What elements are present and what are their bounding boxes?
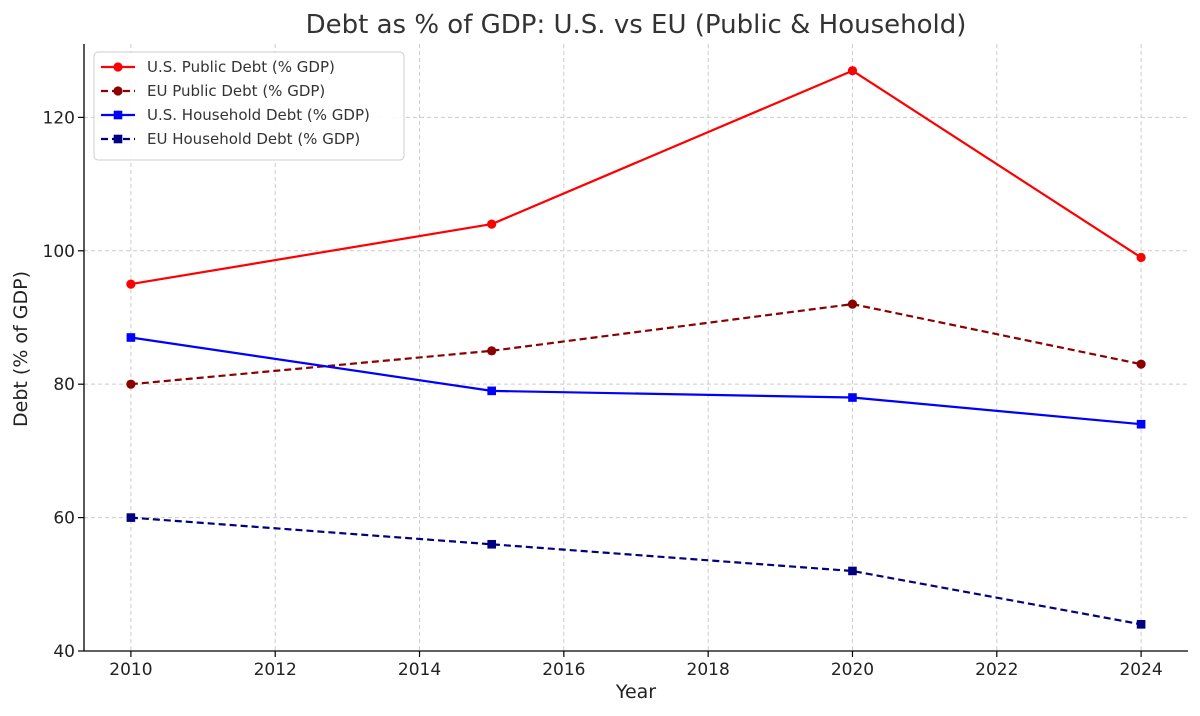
legend-entry-label: EU Public Debt (% GDP) [147, 82, 325, 100]
x-tick-label: 2014 [398, 660, 441, 680]
legend-box [93, 51, 405, 161]
series-line [130, 303, 1142, 386]
data-point-marker [487, 219, 497, 229]
series-4 [126, 513, 1146, 629]
y-axis-label: Debt (% of GDP) [10, 271, 32, 427]
y-tick-label: 100 [43, 242, 75, 262]
data-point-marker [487, 386, 496, 396]
data-point-marker [487, 346, 497, 356]
legend-swatch-marker [113, 134, 123, 144]
legend-swatch-marker [113, 62, 123, 72]
legend-entry-label: U.S. Household Debt (% GDP) [147, 106, 370, 124]
series-2 [126, 299, 1146, 389]
legend-swatch-marker [113, 110, 123, 120]
data-point-marker [487, 539, 496, 549]
data-point-marker [848, 566, 857, 576]
x-tick-label: 2022 [975, 660, 1018, 680]
chart-title: Debt as % of GDP: U.S. vs EU (Public & H… [306, 10, 967, 40]
x-tick-label: 2010 [109, 660, 152, 680]
data-point-marker [1136, 359, 1146, 369]
y-tick-label: 80 [53, 375, 75, 395]
legend-entry-label: U.S. Public Debt (% GDP) [147, 58, 335, 76]
x-tick-label: 2016 [542, 660, 585, 680]
legend: U.S. Public Debt (% GDP) EU Public Debt (… [93, 51, 405, 161]
y-tick-label: 60 [53, 509, 75, 529]
legend-entry-label: EU Household Debt (% GDP) [147, 130, 360, 148]
series-3 [126, 333, 1146, 429]
data-point-marker [847, 66, 858, 76]
data-point-marker [126, 333, 136, 342]
data-point-marker [1136, 252, 1146, 263]
x-tick-label: 2012 [254, 660, 297, 680]
series-line [130, 336, 1142, 426]
x-axis-label: Year [615, 681, 656, 703]
data-point-marker [848, 393, 857, 402]
series-line [130, 69, 1142, 286]
data-point-marker [126, 279, 136, 289]
axes: 2010 2012 2014 2016 2018 2020 2022 2024 40 60 80 10… [43, 44, 1188, 680]
x-tick-label: 2018 [687, 660, 730, 680]
x-tick-label: 2020 [831, 660, 874, 680]
y-tick-label: 40 [53, 642, 75, 662]
series-line [130, 516, 1142, 626]
data-point-marker [126, 379, 136, 389]
data-point-marker [847, 299, 858, 309]
y-tick-label: 120 [43, 108, 75, 128]
data-point-marker [1136, 419, 1146, 429]
legend-swatch-marker [113, 86, 123, 96]
x-tick-label: 2024 [1119, 660, 1162, 680]
data-point-marker [126, 513, 136, 522]
series-1 [126, 66, 1146, 289]
series-lines [126, 66, 1146, 629]
data-point-marker [1136, 620, 1146, 629]
